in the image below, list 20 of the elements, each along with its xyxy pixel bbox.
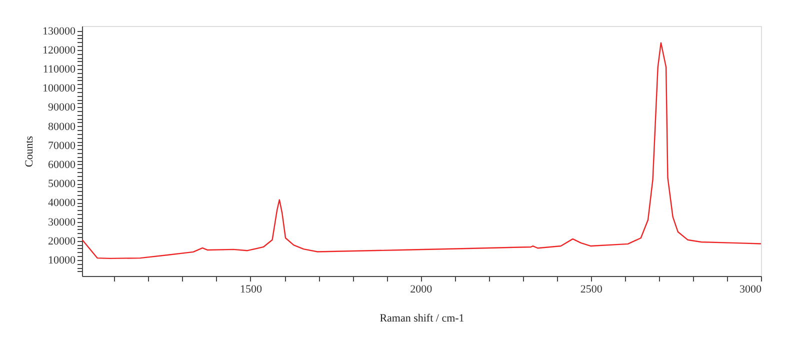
y-tick-label: 40000: [48, 197, 76, 210]
y-tick-label: 30000: [48, 216, 76, 228]
line-series: [82, 42, 762, 260]
y-tick-label: 130000: [42, 25, 76, 38]
y-tick-label: 120000: [42, 44, 76, 56]
x-tick-label: 2500: [580, 284, 603, 296]
y-tick-label: 100000: [42, 82, 76, 95]
x-tick-label: 3000: [740, 284, 762, 296]
y-tick-label: 70000: [48, 140, 76, 152]
x-axis-title: Raman shift / cm-1: [380, 312, 464, 324]
y-axis-title: Counts: [24, 136, 36, 168]
y-tick-label: 20000: [48, 235, 76, 248]
x-tick-label: 2000: [410, 284, 433, 296]
x-tick-label: 1500: [240, 284, 262, 296]
y-tick-label: 80000: [48, 120, 76, 133]
y-tick-label: 50000: [48, 178, 76, 190]
y-tick-label: 10000: [48, 254, 76, 266]
y-tick-label: 110000: [42, 63, 76, 76]
y-tick-label: 90000: [48, 102, 76, 114]
y-tick-label: 60000: [48, 158, 76, 171]
